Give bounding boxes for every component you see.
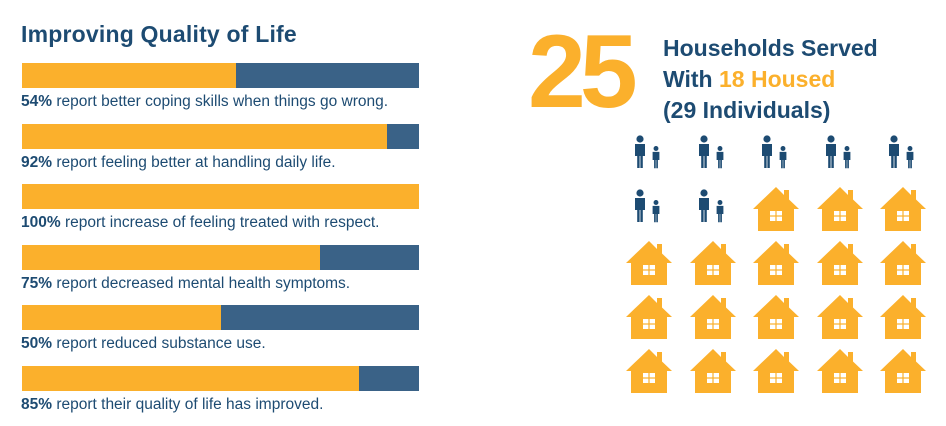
house-icon xyxy=(876,344,930,398)
stat-percent: 50% xyxy=(21,335,53,352)
house-icon xyxy=(749,182,803,236)
family-icon xyxy=(622,182,676,236)
stat-percent: 85% xyxy=(21,395,53,413)
stat-bar xyxy=(22,63,419,88)
stat-bar-fill xyxy=(22,305,221,330)
house-icon xyxy=(813,290,867,344)
family-icon xyxy=(686,182,740,236)
stat-caption: 75% report decreased mental health sympt… xyxy=(21,275,350,293)
stat-caption: 50% report reduced substance use. xyxy=(21,335,266,353)
stat-text: report feeling better at handling daily … xyxy=(52,153,336,171)
stat-bar-fill xyxy=(22,63,237,88)
stat-caption: 92% report feeling better at handling da… xyxy=(21,154,336,172)
stat-bar xyxy=(22,184,419,209)
house-icon xyxy=(622,344,676,398)
stat-text: report their quality of life has improve… xyxy=(52,395,324,413)
stat-text: report increase of feeling treated with … xyxy=(60,214,380,231)
stat-percent: 100% xyxy=(21,214,61,231)
stat-row: 100% report increase of feeling treated … xyxy=(21,184,501,245)
house-icon xyxy=(686,344,740,398)
stat-percent: 75% xyxy=(21,274,53,292)
family-icon xyxy=(813,128,867,182)
stat-caption: 100% report increase of feeling treated … xyxy=(21,214,379,232)
stat-row: 92% report feeling better at handling da… xyxy=(21,123,501,185)
house-icon xyxy=(749,236,803,290)
stat-percent: 54% xyxy=(21,93,53,110)
stat-bar-fill xyxy=(22,123,388,149)
stat-bar-fill xyxy=(22,184,419,209)
headline-line-2-prefix: With xyxy=(663,66,719,92)
house-icon xyxy=(749,290,803,344)
icon-grid xyxy=(622,128,930,398)
house-icon xyxy=(813,182,867,236)
stat-bar xyxy=(22,123,419,149)
stat-text: report reduced substance use. xyxy=(52,335,266,352)
stat-percent: 92% xyxy=(21,153,53,171)
stat-caption: 54% report better coping skills when thi… xyxy=(21,93,388,111)
households-headline: Households Served With 18 Housed (29 Ind… xyxy=(663,33,878,126)
house-icon xyxy=(876,182,930,236)
house-icon xyxy=(876,290,930,344)
house-icon xyxy=(749,344,803,398)
house-icon xyxy=(813,344,867,398)
stat-row: 75% report decreased mental health sympt… xyxy=(21,244,501,306)
households-count: 25 xyxy=(528,14,638,130)
stat-row: 50% report reduced substance use. xyxy=(21,305,501,366)
stat-text: report better coping skills when things … xyxy=(52,93,389,110)
family-icon xyxy=(749,128,803,182)
section-title: Improving Quality of Life xyxy=(21,21,297,47)
stat-bar xyxy=(22,244,419,270)
stat-row: 85% report their quality of life has imp… xyxy=(21,365,501,426)
stat-caption: 85% report their quality of life has imp… xyxy=(21,396,323,414)
stat-bar-fill xyxy=(22,365,360,391)
family-icon xyxy=(686,128,740,182)
stat-bar xyxy=(22,365,419,391)
stat-bar-fill xyxy=(22,244,320,270)
stats-list: 54% report better coping skills when thi… xyxy=(21,63,501,426)
family-icon xyxy=(622,128,676,182)
stat-text: report decreased mental health symptoms. xyxy=(52,274,351,292)
family-icon xyxy=(876,128,930,182)
house-icon xyxy=(686,290,740,344)
house-icon xyxy=(622,236,676,290)
house-icon xyxy=(813,236,867,290)
house-icon xyxy=(876,236,930,290)
headline-line-2: With 18 Housed xyxy=(663,64,878,95)
house-icon xyxy=(686,236,740,290)
stat-row: 54% report better coping skills when thi… xyxy=(21,63,501,124)
house-icon xyxy=(622,290,676,344)
stat-bar xyxy=(22,305,419,330)
headline-line-3: (29 Individuals) xyxy=(663,97,831,123)
headline-line-1: Households Served xyxy=(663,35,878,61)
housed-count: 18 Housed xyxy=(719,66,836,92)
